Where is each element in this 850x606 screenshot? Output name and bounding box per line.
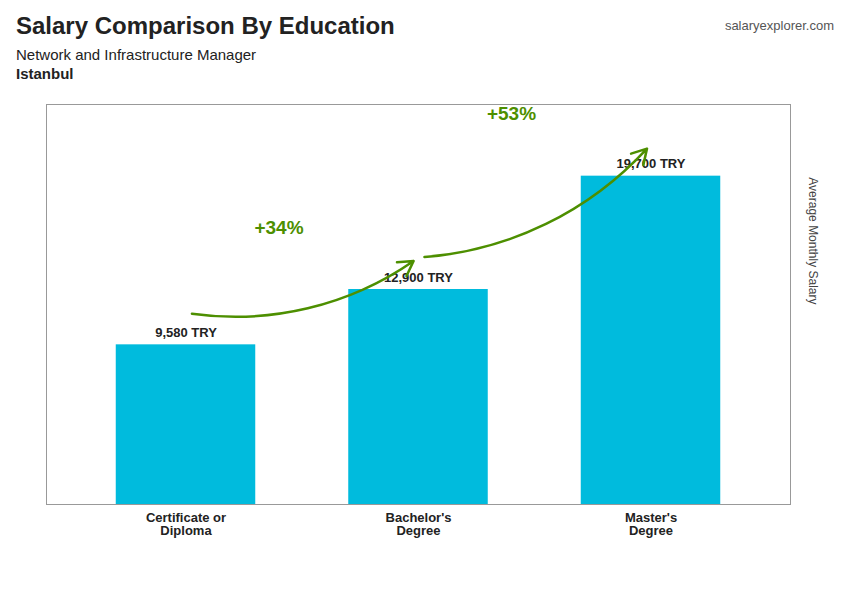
svg-text:Master'sDegree: Master'sDegree [625, 510, 677, 538]
svg-text:Certificate orDiploma: Certificate orDiploma [146, 510, 226, 538]
html-text:salaryexplorer.com: salaryexplorer.com [724, 18, 834, 33]
svg-text:19,700 TRY: 19,700 TRY [616, 156, 686, 172]
svg-text:12,900 TRY: 12,900 TRY [384, 270, 453, 285]
svg-text:Bachelor'sDegree: Bachelor'sDegree [386, 510, 452, 538]
svg-text:+53%: +53% [487, 103, 536, 124]
svg-text:+34%: +34% [254, 217, 303, 238]
svg-text:Average Monthly Salary: Average Monthly Salary [806, 177, 820, 304]
html-text:Salary Comparison By Education: Salary Comparison By Education [16, 12, 395, 39]
svg-text:9,580 TRY: 9,580 TRY [155, 325, 217, 340]
html-text:Istanbul: Istanbul [16, 65, 74, 82]
html-text:Network and Infrastructure Man: Network and Infrastructure Manager [16, 46, 257, 63]
